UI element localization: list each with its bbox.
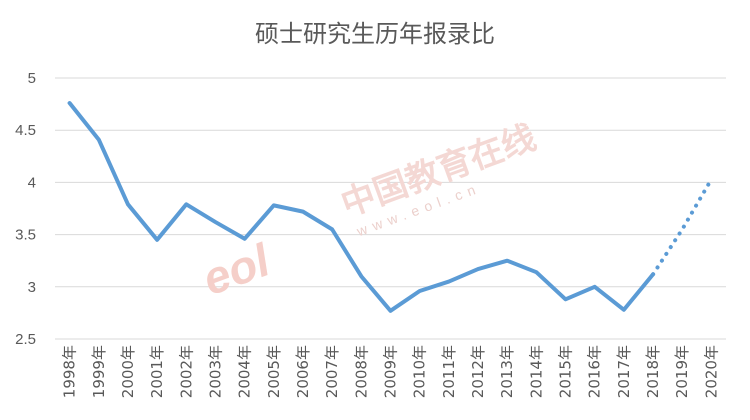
x-tick-label: 1999年 [90, 345, 108, 398]
x-tick-label: 2004年 [236, 345, 254, 398]
x-axis-ticks: 1998年 1999年 2000年 2001年 2002年 2003年 2004年 2005年… [61, 345, 721, 398]
x-tick-label: 1998年 [61, 345, 79, 398]
gridlines [55, 77, 726, 340]
x-tick-label: 2006年 [294, 345, 312, 398]
watermark-logo: eol [196, 233, 277, 305]
x-tick-label: 2002年 [177, 345, 195, 398]
x-tick-label: 2014年 [527, 345, 545, 398]
x-tick-label: 2005年 [265, 345, 283, 398]
y-tick-label: 4 [28, 174, 36, 191]
y-tick-label: 4.5 [15, 122, 36, 139]
x-tick-label: 2010年 [411, 345, 429, 398]
y-tick-label: 3 [28, 279, 36, 296]
x-tick-label: 2011年 [440, 345, 458, 398]
x-tick-label: 2017年 [615, 345, 633, 398]
x-tick-label: 2020年 [702, 345, 720, 398]
x-tick-label: 2007年 [323, 345, 341, 398]
x-tick-label: 2001年 [148, 345, 166, 398]
x-tick-label: 2016年 [586, 345, 604, 398]
x-tick-label: 2012年 [469, 345, 487, 398]
x-tick-label: 2009年 [382, 345, 400, 398]
watermark: eol 中国教育在线 www.eol.cn [196, 118, 541, 306]
x-tick-label: 2013年 [498, 345, 516, 398]
x-tick-label: 2008年 [352, 345, 370, 398]
x-tick-label: 2000年 [119, 345, 137, 398]
series-line-projected [651, 177, 714, 277]
x-tick-label: 2018年 [644, 345, 662, 398]
y-tick-label: 3.5 [15, 227, 36, 244]
x-tick-label: 2003年 [206, 345, 224, 398]
series [67, 101, 714, 313]
series-line-actual [67, 101, 656, 313]
y-axis-ticks: 2.5 3 3.5 4 4.5 5 [15, 70, 36, 348]
x-tick-label: 2019年 [673, 345, 691, 398]
y-tick-label: 5 [28, 70, 36, 87]
y-tick-label: 2.5 [15, 331, 36, 348]
chart-title: 硕士研究生历年报录比 [255, 20, 495, 48]
x-tick-label: 2015年 [557, 345, 575, 398]
